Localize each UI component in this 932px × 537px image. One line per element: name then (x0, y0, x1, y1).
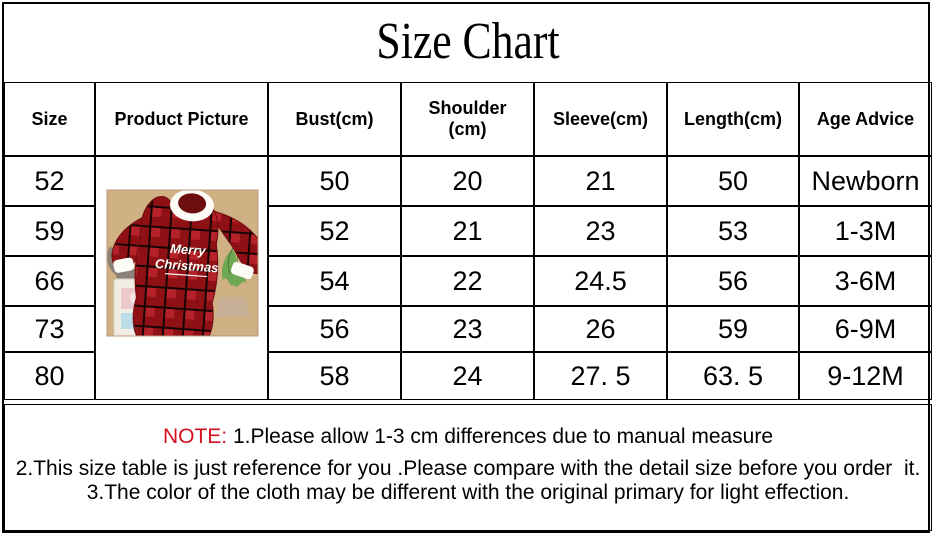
svg-text:Merry: Merry (170, 241, 207, 258)
